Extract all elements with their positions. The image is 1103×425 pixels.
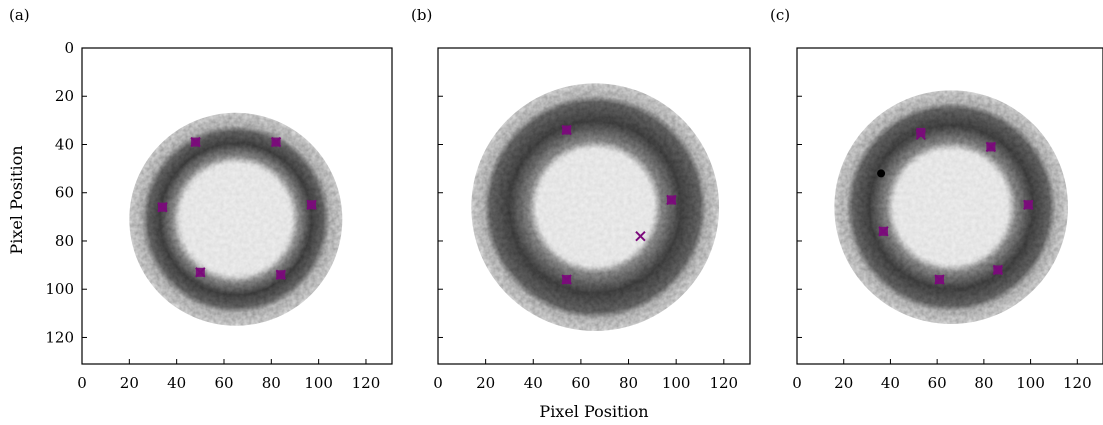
y-tick-label: 0 — [64, 39, 74, 57]
x-tick-label: 20 — [834, 374, 853, 392]
y-axis-label: Pixel Position — [7, 145, 26, 254]
y-tick-label: 80 — [55, 232, 74, 250]
panel-b: (b) 0 20 40 60 80 100 120 Pixel Position — [411, 6, 751, 421]
x-marker — [195, 267, 206, 278]
x-tick-label: 80 — [974, 374, 993, 392]
x-tick-label: 60 — [571, 374, 590, 392]
x-tick-label: 40 — [881, 374, 900, 392]
panel-label-b: (b) — [411, 6, 432, 24]
x-tick-label: 120 — [1063, 374, 1092, 392]
y-ticks-b — [438, 47, 443, 338]
x-marker — [190, 136, 201, 148]
y-tick-label: 100 — [45, 280, 74, 298]
y-ticks-a: 0 20 40 60 80 100 120 — [45, 39, 87, 346]
x-tick-label: 120 — [352, 374, 381, 392]
x-ticks-b: 0 20 40 60 80 100 120 — [433, 359, 738, 392]
x-tick-label: 80 — [262, 374, 281, 392]
x-ticks-c: 0 20 40 60 80 100 120 — [792, 359, 1092, 392]
x-marker — [157, 201, 168, 213]
x-marker — [270, 136, 282, 148]
x-marker — [1023, 199, 1034, 211]
panel-c: (c) 0 20 40 60 80 100 120 — [770, 6, 1103, 392]
x-tick-label: 100 — [1016, 374, 1045, 392]
ring-center — [534, 146, 656, 268]
x-ticks-a: 0 20 40 60 80 100 120 — [77, 359, 380, 392]
x-tick-label: 120 — [709, 374, 738, 392]
markers-a — [157, 136, 317, 280]
x-axis-label: Pixel Position — [539, 402, 648, 421]
x-marker — [878, 226, 889, 237]
x-tick-label: 60 — [214, 374, 233, 392]
x-marker — [992, 264, 1004, 276]
plot-frame-c — [796, 47, 1103, 365]
dot-marker — [877, 169, 886, 178]
x-tick-label: 20 — [120, 374, 139, 392]
x-marker — [985, 141, 997, 153]
y-tick-label: 20 — [55, 87, 74, 105]
x-tick-label: 0 — [77, 374, 87, 392]
x-tick-label: 60 — [928, 374, 947, 392]
x-tick-label: 80 — [619, 374, 638, 392]
panel-label-c: (c) — [770, 6, 790, 24]
ring-center — [892, 148, 1011, 267]
x-marker — [666, 194, 677, 206]
x-marker — [306, 199, 317, 211]
markers-c — [877, 127, 1034, 285]
x-marker — [635, 230, 646, 242]
x-marker — [275, 269, 286, 280]
x-tick-label: 40 — [524, 374, 543, 392]
y-tick-label: 40 — [55, 135, 74, 153]
x-tick-label: 100 — [304, 374, 333, 392]
x-tick-label: 0 — [792, 374, 802, 392]
panel-label-a: (a) — [9, 6, 30, 24]
plot-frame-b — [437, 47, 751, 365]
x-marker — [561, 274, 572, 285]
x-tick-label: 20 — [476, 374, 495, 392]
x-marker — [915, 129, 927, 141]
plot-frame-a — [81, 47, 393, 365]
y-tick-label: 120 — [45, 328, 74, 346]
square-marker — [916, 127, 926, 137]
x-marker — [934, 274, 945, 285]
ring-center — [178, 161, 294, 277]
ring-image-b — [471, 83, 720, 332]
panel-a: (a) 0 20 40 60 80 100 120 0 20 40 60 80 100 120 Pixe… — [7, 6, 393, 392]
x-tick-label: 0 — [433, 374, 443, 392]
x-tick-label: 100 — [662, 374, 691, 392]
y-ticks-c — [797, 47, 802, 338]
ring-image-a — [129, 112, 343, 326]
y-tick-label: 60 — [55, 184, 74, 202]
x-marker — [561, 124, 572, 136]
x-tick-label: 40 — [167, 374, 186, 392]
markers-b — [561, 124, 677, 285]
ring-image-c — [834, 90, 1068, 325]
